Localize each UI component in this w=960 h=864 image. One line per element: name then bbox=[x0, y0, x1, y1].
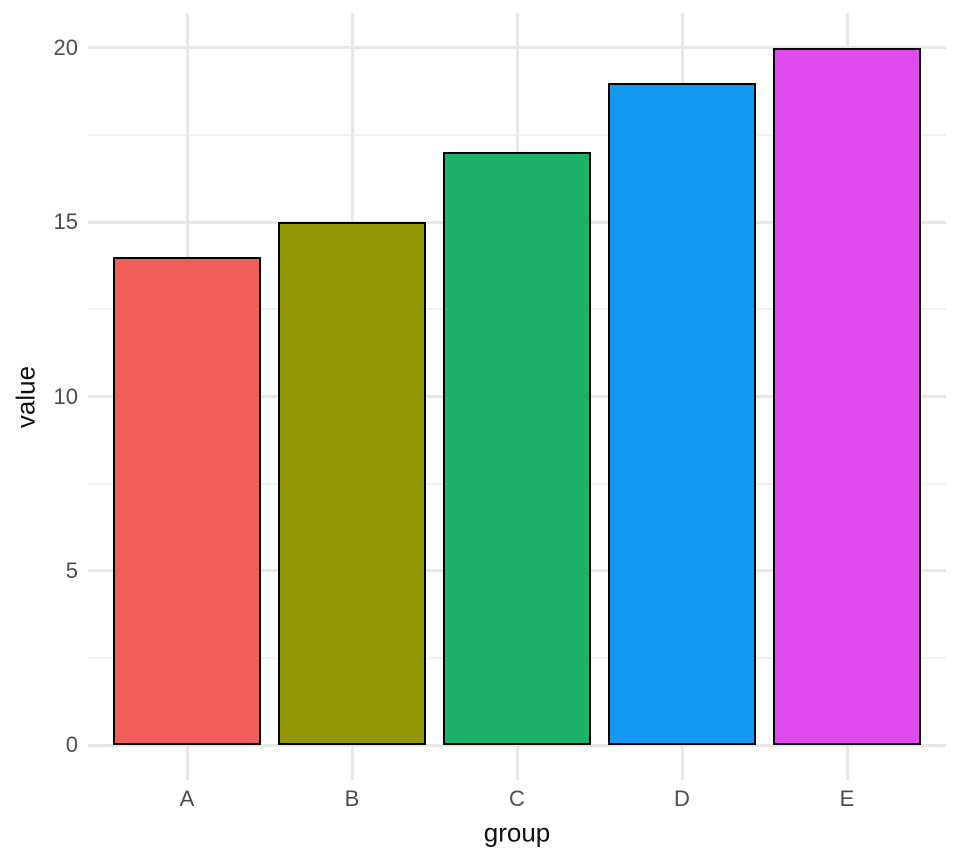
bar-E bbox=[772, 47, 922, 746]
bar-A bbox=[112, 257, 262, 746]
y-tick-label-0: 0 bbox=[65, 732, 78, 758]
plot-panel bbox=[88, 13, 946, 780]
bar-B bbox=[277, 222, 427, 746]
x-tick-label-E: E bbox=[839, 786, 855, 811]
y-tick-label-5: 5 bbox=[65, 557, 78, 583]
x-axis-title: group bbox=[483, 817, 551, 848]
x-tick-label-C: C bbox=[509, 786, 525, 811]
x-axis-tick-labels: A B C D E bbox=[88, 786, 946, 814]
y-tick-label-15: 15 bbox=[53, 209, 78, 235]
bar-D bbox=[607, 82, 757, 746]
y-tick-label-20: 20 bbox=[53, 34, 78, 60]
x-tick-label-D: D bbox=[674, 786, 690, 811]
y-axis-title: value bbox=[10, 365, 41, 429]
bar-C bbox=[442, 152, 592, 746]
x-tick-label-A: A bbox=[179, 786, 195, 811]
y-axis-tick-labels: 0 5 10 15 20 bbox=[0, 13, 78, 780]
x-tick-label-B: B bbox=[344, 786, 360, 811]
y-tick-label-10: 10 bbox=[53, 383, 78, 409]
